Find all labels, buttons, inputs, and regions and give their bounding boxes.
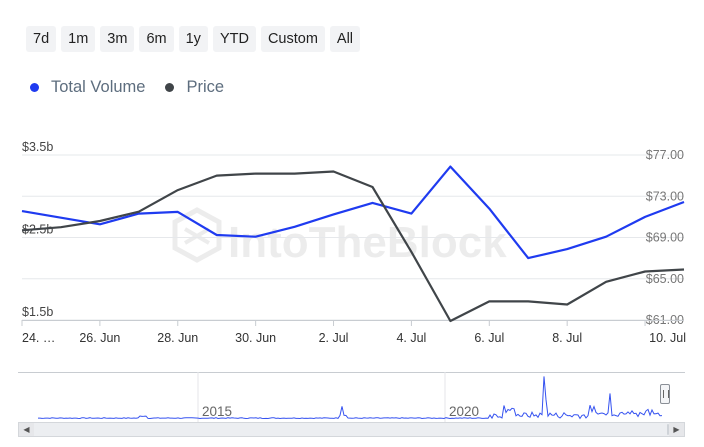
watermark-logo: IntoTheBlock [172,207,507,267]
range-selector: 7d 1m 3m 6m 1y YTD Custom All [26,26,361,52]
x-tick-label: 10. Jul [649,331,686,345]
x-tick-label: 24. … [22,331,55,345]
range-button-1y[interactable]: 1y [178,26,208,52]
scroll-left-arrow[interactable]: ◀ [19,423,34,436]
scroll-thumb[interactable] [667,424,669,435]
navigator-scrollbar[interactable]: ◀ ▶ [18,422,685,437]
navigator[interactable]: 2015 2020 [18,372,685,438]
y-right-tick-label: $77.00 [646,148,684,162]
y-right-tick-label: $73.00 [646,189,684,203]
range-button-7d[interactable]: 7d [26,26,57,52]
watermark-text: IntoTheBlock [228,218,507,267]
main-chart[interactable]: IntoTheBlock $3.5b$2.5b$1.5b $77.00$73.0… [0,0,704,360]
legend-item-price[interactable]: Price [165,78,224,97]
x-tick-label: 4. Jul [396,331,426,345]
legend-item-total-volume[interactable]: Total Volume [30,78,145,97]
navigator-handle[interactable] [660,384,670,404]
legend-dot-total-volume [30,83,39,92]
range-button-custom[interactable]: Custom [260,26,325,52]
x-tick-label: 2. Jul [319,331,349,345]
legend: Total Volume Price [30,78,224,97]
navigator-volume-line [38,376,663,420]
range-button-1m[interactable]: 1m [61,26,96,52]
range-button-6m[interactable]: 6m [139,26,174,52]
x-tick-label: 6. Jul [474,331,504,345]
scroll-right-arrow[interactable]: ▶ [669,423,684,436]
x-tick-label: 8. Jul [552,331,582,345]
x-tick-label: 30. Jun [235,331,276,345]
x-tick-label: 28. Jun [157,331,198,345]
navigator-label-2015: 2015 [202,404,232,419]
series-line-price[interactable] [21,170,685,323]
range-button-all[interactable]: All [329,26,361,52]
x-tick-label: 26. Jun [79,331,120,345]
navigator-label-2020: 2020 [449,404,479,419]
legend-dot-price [165,83,175,92]
y-left-tick-label: $1.5b [22,305,53,319]
range-button-ytd[interactable]: YTD [212,26,256,52]
y-left-tick-label: $3.5b [22,140,53,154]
legend-label-price: Price [186,78,225,96]
range-button-3m[interactable]: 3m [100,26,135,52]
y-right-tick-label: $65.00 [646,272,684,286]
series-line-total-volume[interactable] [21,165,685,260]
y-right-tick-label: $69.00 [646,231,684,245]
legend-label-total-volume: Total Volume [51,78,146,96]
